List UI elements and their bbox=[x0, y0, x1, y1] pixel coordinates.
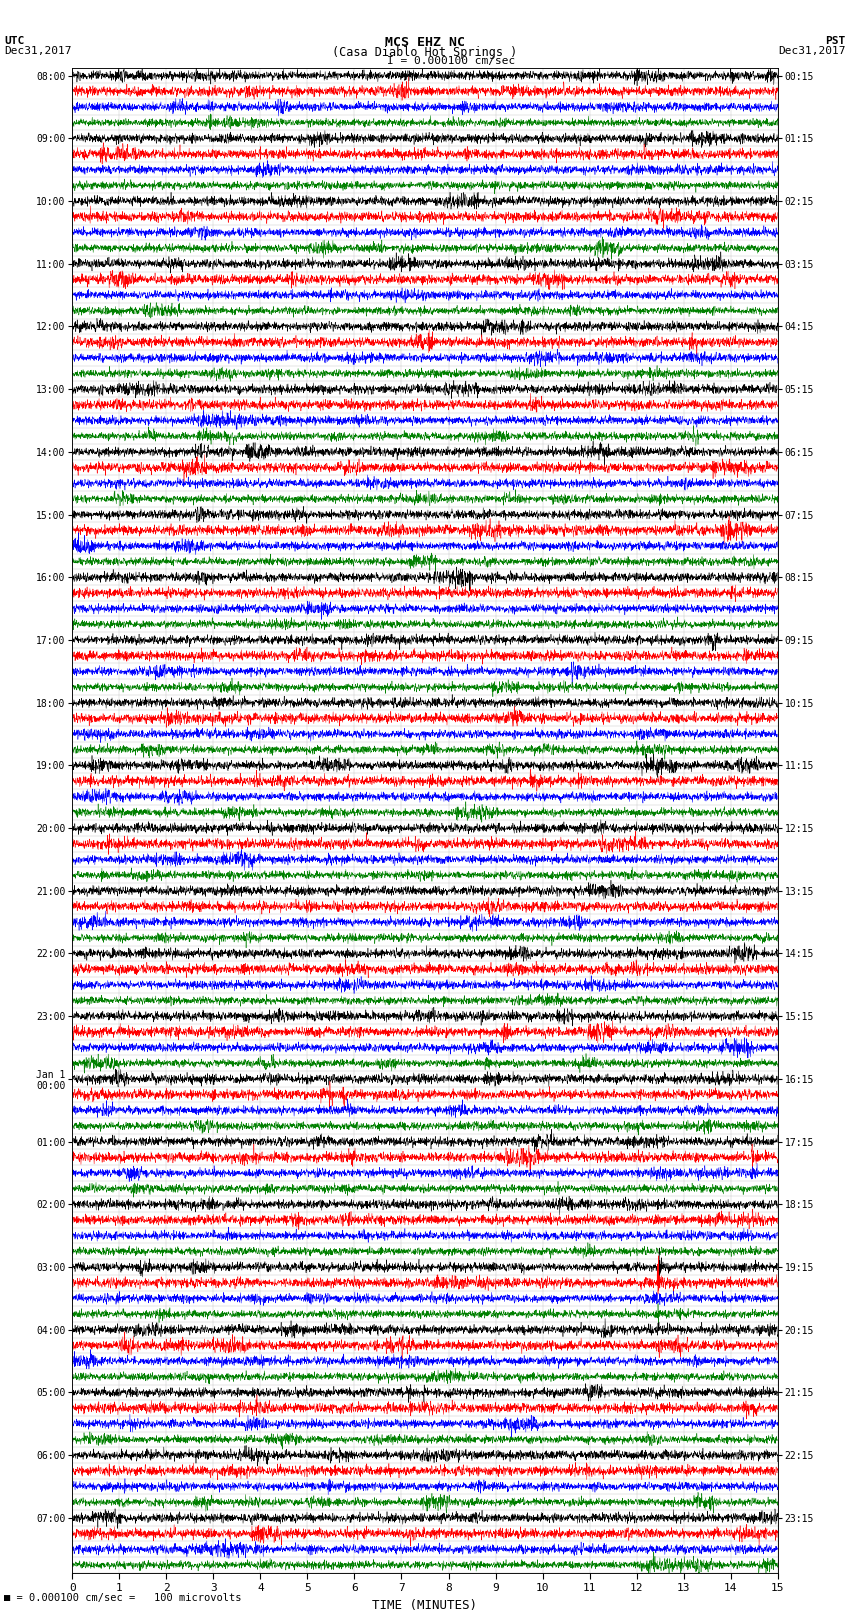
X-axis label: TIME (MINUTES): TIME (MINUTES) bbox=[372, 1598, 478, 1611]
Text: Dec31,2017: Dec31,2017 bbox=[4, 45, 71, 56]
Text: PST: PST bbox=[825, 37, 846, 47]
Text: (Casa Diablo Hot Springs ): (Casa Diablo Hot Springs ) bbox=[332, 45, 518, 60]
Text: UTC: UTC bbox=[4, 37, 25, 47]
Text: Dec31,2017: Dec31,2017 bbox=[779, 45, 846, 56]
Text: MCS EHZ NC: MCS EHZ NC bbox=[385, 37, 465, 50]
Text: ■ = 0.000100 cm/sec =   100 microvolts: ■ = 0.000100 cm/sec = 100 microvolts bbox=[4, 1594, 241, 1603]
Text: I = 0.000100 cm/sec: I = 0.000100 cm/sec bbox=[387, 56, 515, 66]
